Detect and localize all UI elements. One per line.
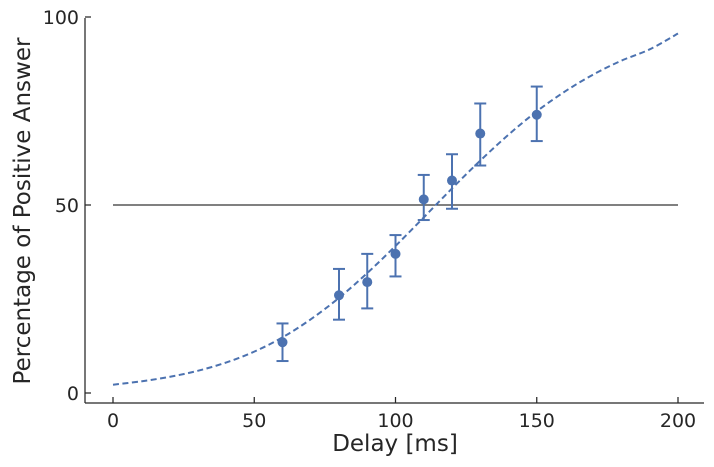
x-tick-label: 0 (107, 410, 119, 432)
y-tick-label: 100 (43, 7, 79, 29)
data-point (418, 194, 429, 205)
data-point (390, 248, 401, 259)
tick-labels-group: 0 50 100 150 200 0 50 100 (43, 7, 696, 432)
y-tick-label: 0 (67, 383, 79, 405)
y-tick-label: 50 (55, 195, 79, 217)
x-tick-label: 100 (377, 410, 413, 432)
fit-curve-line (112, 32, 679, 386)
data-point (362, 277, 373, 288)
fit-curve-group (112, 32, 679, 386)
x-tick-label: 50 (242, 410, 266, 432)
data-point (447, 175, 457, 186)
chart-axes (84, 16, 704, 404)
y-axis-label: Percentage of Positive Answer (10, 37, 36, 384)
data-point (531, 109, 542, 120)
x-tick-label: 200 (660, 410, 696, 432)
data-point (277, 337, 288, 348)
data-point (475, 128, 486, 139)
data-points-group (277, 109, 542, 348)
x-axis-label: Delay [ms] (332, 431, 458, 457)
x-tick-label: 150 (519, 410, 555, 432)
data-point (334, 290, 344, 301)
error-bars-group (276, 85, 543, 363)
